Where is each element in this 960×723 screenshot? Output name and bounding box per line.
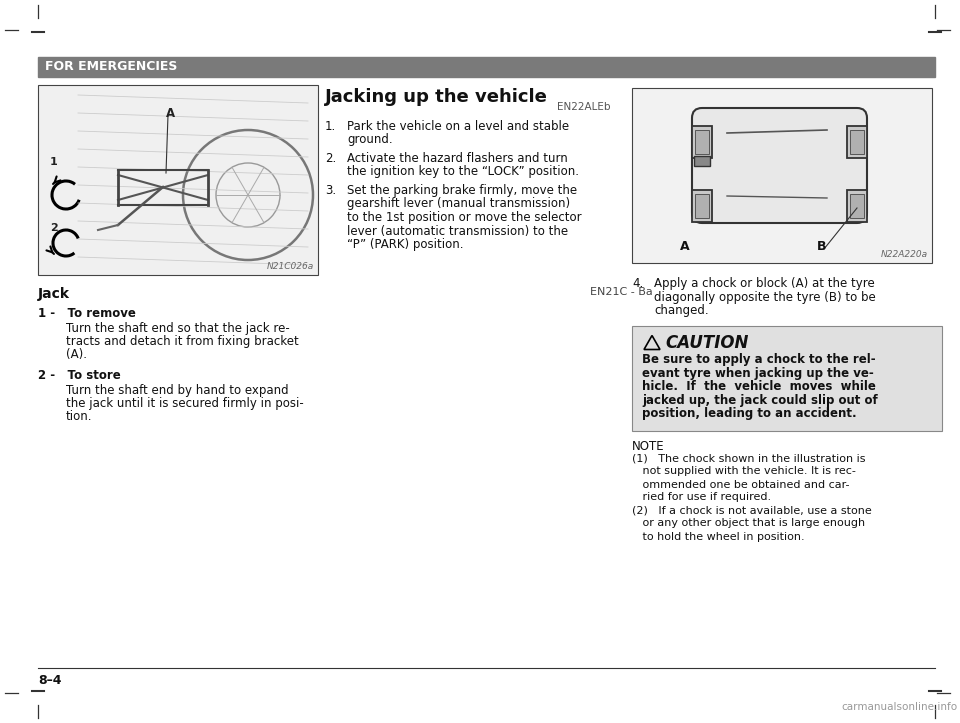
Text: Jacking up the vehicle: Jacking up the vehicle [325, 88, 548, 106]
Text: ried for use if required.: ried for use if required. [632, 492, 771, 502]
Text: CAUTION: CAUTION [665, 333, 749, 351]
Text: 8–4: 8–4 [38, 674, 61, 687]
Text: Park the vehicle on a level and stable: Park the vehicle on a level and stable [347, 120, 569, 133]
Bar [694, 156, 710, 166]
Text: diagonally opposite the tyre (B) to be: diagonally opposite the tyre (B) to be [654, 291, 876, 304]
Bar [38, 85, 318, 275]
Text: Jack: Jack [38, 287, 70, 301]
Bar [695, 194, 709, 218]
Text: to the 1st position or move the selector: to the 1st position or move the selector [347, 211, 582, 224]
FancyBboxPatch shape [692, 108, 867, 223]
Text: 4.: 4. [632, 277, 643, 290]
Text: hicle.  If  the  vehicle  moves  while: hicle. If the vehicle moves while [642, 380, 876, 393]
Text: Turn the shaft end by hand to expand: Turn the shaft end by hand to expand [66, 384, 289, 397]
Text: lever (automatic transmission) to the: lever (automatic transmission) to the [347, 225, 568, 237]
Text: to hold the wheel in position.: to hold the wheel in position. [632, 531, 804, 542]
Text: Activate the hazard flashers and turn: Activate the hazard flashers and turn [347, 152, 567, 165]
Text: carmanualsonline.info: carmanualsonline.info [842, 702, 958, 712]
Bar [695, 130, 709, 154]
Text: ground.: ground. [347, 134, 393, 147]
Text: 2.: 2. [325, 152, 336, 165]
Bar [692, 190, 712, 222]
Text: Set the parking brake firmly, move the: Set the parking brake firmly, move the [347, 184, 577, 197]
Text: 2 -   To store: 2 - To store [38, 369, 121, 382]
Text: N21C026a: N21C026a [267, 262, 314, 271]
Text: or any other object that is large enough: or any other object that is large enough [632, 518, 865, 529]
Bar [850, 194, 864, 218]
Text: gearshift lever (manual transmission): gearshift lever (manual transmission) [347, 197, 570, 210]
Text: Be sure to apply a chock to the rel-: Be sure to apply a chock to the rel- [642, 354, 876, 367]
Text: EN21C - Ba: EN21C - Ba [590, 287, 653, 297]
Text: (2)   If a chock is not available, use a stone: (2) If a chock is not available, use a s… [632, 505, 872, 515]
Bar [632, 325, 942, 430]
Text: A: A [166, 107, 175, 120]
Text: “P” (PARK) position.: “P” (PARK) position. [347, 238, 464, 251]
Text: 1 -   To remove: 1 - To remove [38, 307, 136, 320]
Text: 1: 1 [50, 157, 58, 167]
Bar [632, 88, 932, 263]
Text: ommended one be obtained and car-: ommended one be obtained and car- [632, 479, 850, 489]
Text: evant tyre when jacking up the ve-: evant tyre when jacking up the ve- [642, 367, 874, 380]
Text: B: B [817, 240, 827, 253]
Text: A: A [680, 240, 689, 253]
Text: position, leading to an accident.: position, leading to an accident. [642, 408, 856, 421]
Bar [692, 126, 712, 158]
Text: 2: 2 [50, 223, 58, 233]
Text: tion.: tion. [66, 410, 92, 423]
Bar [847, 190, 867, 222]
Text: jacked up, the jack could slip out of: jacked up, the jack could slip out of [642, 394, 877, 407]
Text: the ignition key to the “LOCK” position.: the ignition key to the “LOCK” position. [347, 166, 579, 179]
Text: NOTE: NOTE [632, 440, 664, 453]
Text: N22A220a: N22A220a [881, 250, 928, 259]
Text: FOR EMERGENCIES: FOR EMERGENCIES [45, 61, 178, 74]
Text: 3.: 3. [325, 184, 336, 197]
Text: Turn the shaft end so that the jack re-: Turn the shaft end so that the jack re- [66, 322, 290, 335]
Text: tracts and detach it from fixing bracket: tracts and detach it from fixing bracket [66, 335, 299, 348]
Text: EN22ALEb: EN22ALEb [557, 102, 610, 112]
Text: not supplied with the vehicle. It is rec-: not supplied with the vehicle. It is rec… [632, 466, 856, 476]
Text: (1)   The chock shown in the illustration is: (1) The chock shown in the illustration … [632, 453, 866, 463]
Text: (A).: (A). [66, 348, 87, 361]
Bar [847, 126, 867, 158]
Bar [850, 130, 864, 154]
Text: Apply a chock or block (A) at the tyre: Apply a chock or block (A) at the tyre [654, 277, 875, 290]
Bar [38, 57, 935, 77]
Text: 1.: 1. [325, 120, 336, 133]
Text: changed.: changed. [654, 304, 708, 317]
Text: the jack until it is secured firmly in posi-: the jack until it is secured firmly in p… [66, 397, 303, 410]
